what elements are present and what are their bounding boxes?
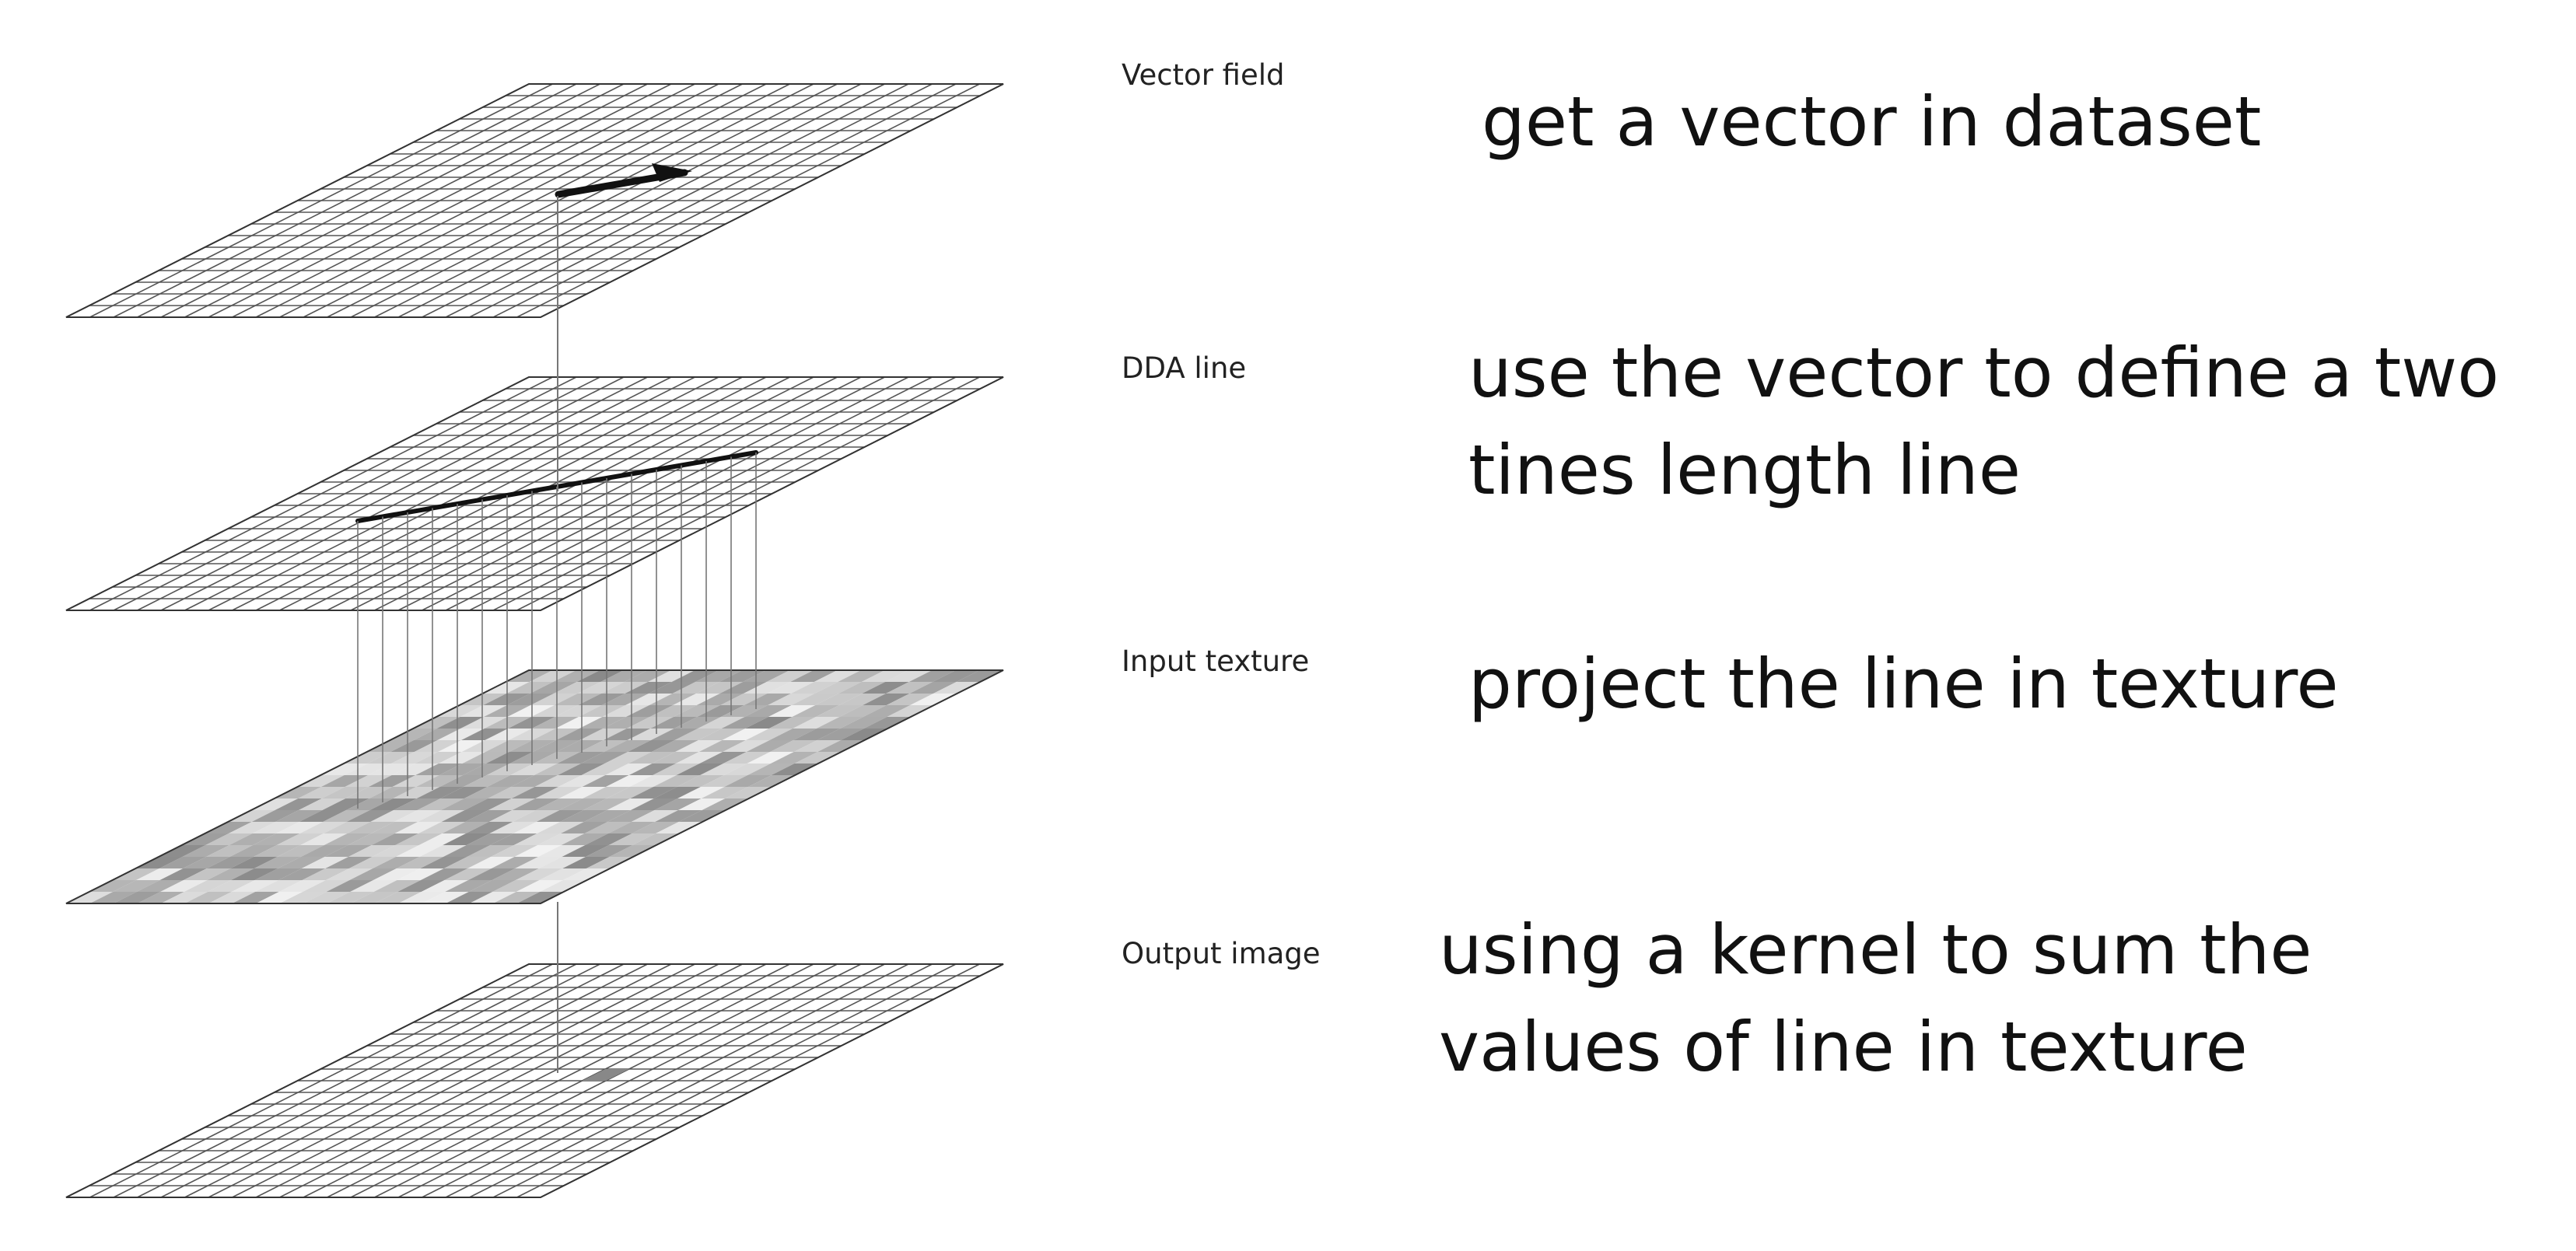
- step-output-image-line-1: using a kernel to sum the: [1439, 910, 2312, 990]
- step-dda-line-line-2: tines length line: [1468, 429, 2021, 510]
- step-input-texture-text: project the line in texture: [1468, 636, 2339, 733]
- step-dda-line-text: use the vector to define a two tines len…: [1468, 325, 2499, 519]
- step-input-texture-line-1: project the line in texture: [1468, 644, 2339, 724]
- step-vector-field-text: get a vector in dataset: [1482, 74, 2261, 171]
- projection-lines: [357, 453, 757, 809]
- noise-texture-cells: [66, 670, 1003, 903]
- plane-outline: [65, 669, 1004, 904]
- plane-vector-field: [65, 83, 1004, 318]
- plane-input-texture: [65, 669, 1004, 904]
- step-dda-line-line-1: use the vector to define a two: [1468, 333, 2500, 413]
- vector-arrowhead-icon: [652, 163, 692, 182]
- label-vector-field: Vector field: [1122, 58, 1285, 92]
- grid-lines: [65, 376, 1004, 611]
- grid-lines: [65, 83, 1004, 318]
- label-input-texture: Input texture: [1122, 645, 1310, 678]
- plane-dda-line: [65, 376, 1004, 611]
- plane-outline: [65, 83, 1004, 318]
- output-pixel: [582, 1069, 629, 1081]
- step-output-image-line-2: values of line in texture: [1439, 1006, 2248, 1087]
- step-vector-field-line-1: get a vector in dataset: [1482, 82, 2262, 162]
- step-output-image-text: using a kernel to sum the values of line…: [1439, 902, 2312, 1096]
- plane-output-image: [65, 963, 1004, 1198]
- plane-outline: [65, 963, 1004, 1198]
- label-dda-line: DDA line: [1122, 351, 1247, 385]
- label-output-image: Output image: [1122, 937, 1321, 970]
- grid-lines: [65, 963, 1004, 1198]
- plane-outline: [65, 376, 1004, 611]
